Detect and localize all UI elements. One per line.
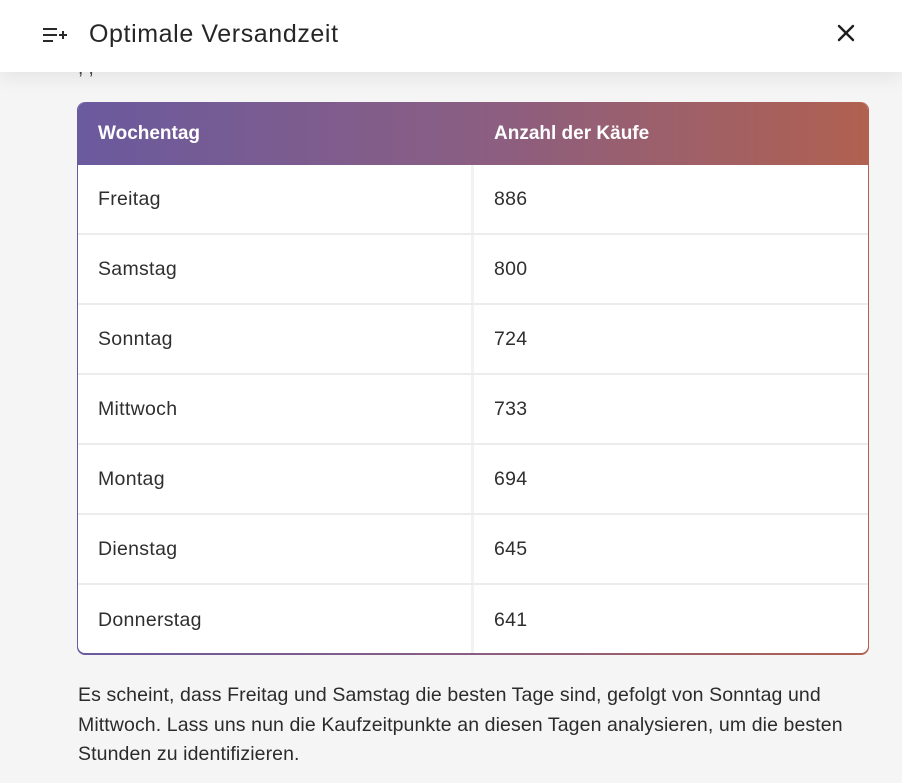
table-row: Montag 694 [78, 445, 868, 515]
close-button[interactable] [829, 16, 863, 50]
close-icon [837, 24, 855, 42]
cell-weekday: Montag [78, 445, 474, 513]
table-body: Wochentag Anzahl der Käufe Freitag 886 S… [78, 102, 868, 653]
table-row: Donnerstag 641 [78, 585, 868, 653]
cell-purchases: 733 [494, 397, 528, 420]
purchases-table: Wochentag Anzahl der Käufe Freitag 886 S… [77, 102, 869, 655]
column-header-weekday: Wochentag [98, 122, 201, 144]
list-add-icon[interactable] [40, 24, 68, 46]
column-header-purchases: Anzahl der Käufe [494, 122, 650, 144]
table-row: Dienstag 645 [78, 515, 868, 585]
cell-purchases: 694 [494, 467, 528, 490]
cell-weekday: Mittwoch [78, 375, 474, 443]
table-row: Freitag 886 [78, 165, 868, 235]
cell-weekday: Dienstag [78, 515, 474, 583]
cell-purchases: 886 [494, 187, 528, 210]
cell-weekday: Sonntag [78, 305, 474, 373]
page-title: Optimale Versandzeit [89, 20, 339, 48]
cell-weekday: Freitag [78, 165, 474, 233]
cell-purchases: 724 [494, 327, 528, 350]
cell-weekday: Donnerstag [78, 585, 474, 653]
cell-purchases: 641 [494, 608, 528, 631]
cell-purchases: 800 [494, 257, 528, 280]
header-bar: Optimale Versandzeit [0, 0, 902, 72]
table-header: Wochentag Anzahl der Käufe [78, 102, 868, 165]
table-row: Samstag 800 [78, 235, 868, 305]
cell-weekday: Samstag [78, 235, 474, 303]
cell-purchases: 645 [494, 537, 528, 560]
analysis-paragraph: Es scheint, dass Freitag und Samstag die… [78, 684, 843, 765]
table-row: Mittwoch 733 [78, 375, 868, 445]
table-row: Sonntag 724 [78, 305, 868, 375]
